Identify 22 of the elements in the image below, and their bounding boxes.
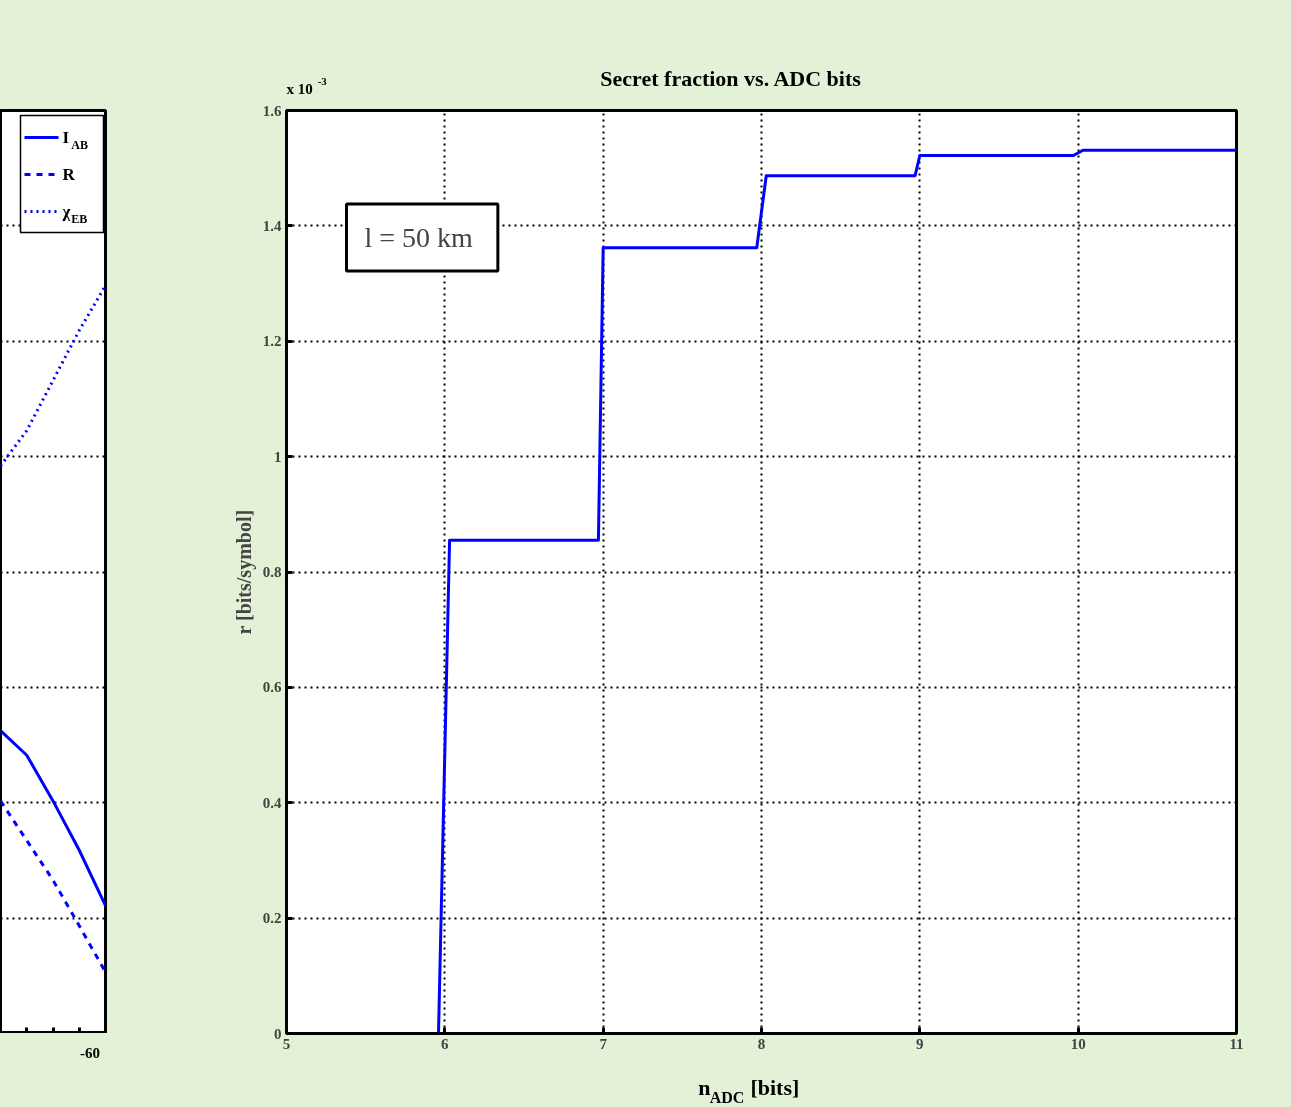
x-tick-label: 6 <box>441 1035 450 1052</box>
y-tick-label: 0.6 <box>262 679 282 696</box>
x-tick-label: 5 <box>282 1035 291 1052</box>
y-tick-label: 0 <box>274 1025 282 1042</box>
x-tick-label: 9 <box>916 1035 924 1052</box>
legend-label: R <box>62 165 76 184</box>
y-axis-title: r [bits/symbol] <box>232 509 256 635</box>
x-tick-label: 10 <box>1070 1035 1086 1052</box>
y-tick-label: 0.8 <box>262 564 282 580</box>
y-tick-label: 1.6 <box>262 102 282 119</box>
y-tick-label: 1.4 <box>262 217 282 234</box>
text: -60 <box>79 1044 100 1061</box>
y-tick-label: 0.4 <box>262 794 282 811</box>
y-tick-label: 0.2 <box>262 910 282 927</box>
y-tick-label: 1 <box>274 448 282 465</box>
chart-title: Secret fraction vs. ADC bits <box>600 66 862 91</box>
x-tick-label: 7 <box>599 1035 608 1052</box>
text: x 10-3 <box>286 75 328 97</box>
y-tick-label: 1.2 <box>262 333 282 350</box>
annotation: l = 50 km <box>364 222 474 253</box>
x-tick-label: 8 <box>757 1035 766 1052</box>
x-tick-label: 11 <box>1229 1035 1244 1052</box>
